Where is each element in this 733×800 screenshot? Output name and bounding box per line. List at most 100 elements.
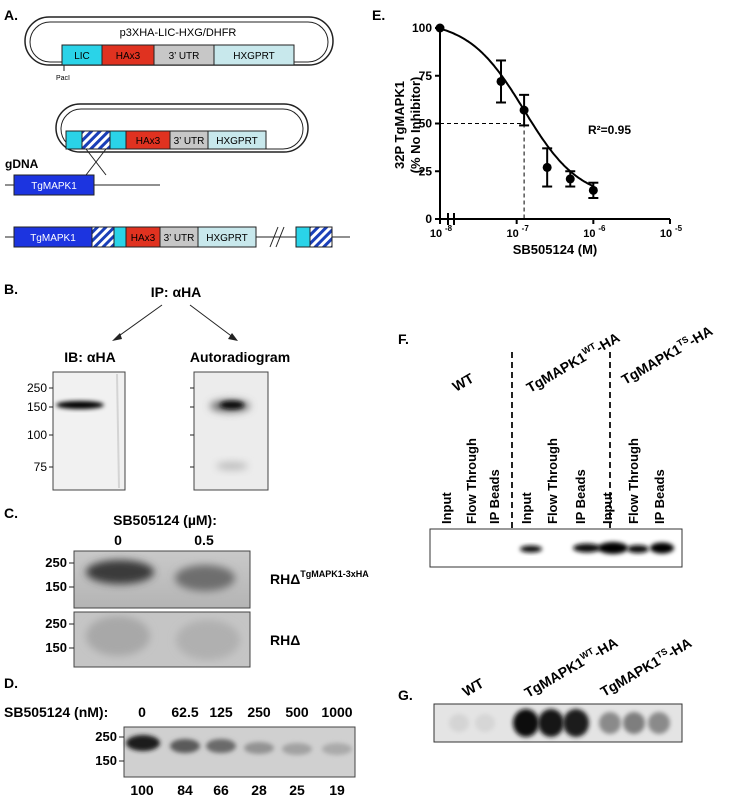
mw-d-250: 250 bbox=[95, 729, 117, 744]
x-tick-exponent: -7 bbox=[522, 224, 530, 233]
gel-g-band bbox=[563, 709, 589, 737]
gel-c-top-band-1 bbox=[86, 560, 154, 584]
conc-d: 0 bbox=[138, 704, 146, 720]
lane-label: Input bbox=[439, 492, 454, 524]
strain-bottom: RHΔ bbox=[270, 632, 300, 648]
blot-f-band bbox=[520, 545, 542, 553]
mw-markers-b: 250 150 100 75 bbox=[27, 381, 194, 474]
locus-homology bbox=[91, 226, 115, 248]
drug-label-d: SB505124 (nM): bbox=[4, 704, 108, 720]
gel-g-band bbox=[475, 714, 495, 732]
lane-label: Flow Through bbox=[464, 438, 479, 524]
lane-label: IP Beads bbox=[573, 469, 588, 524]
lane-label: Flow Through bbox=[626, 438, 641, 524]
mw-marker: 100 bbox=[27, 428, 47, 442]
x-tick-label: 10 bbox=[583, 228, 595, 240]
group-label: TgMAPK1TS-HA bbox=[618, 322, 715, 388]
quant-d: 28 bbox=[251, 782, 267, 798]
panel-label-b: B. bbox=[4, 281, 18, 297]
gel-d-band bbox=[282, 743, 312, 755]
x-tick-exponent: -6 bbox=[598, 224, 606, 233]
gdna-label: gDNA bbox=[5, 157, 39, 171]
conc-d: 250 bbox=[247, 704, 271, 720]
data-point bbox=[435, 23, 445, 33]
panel-label-a: A. bbox=[4, 7, 18, 23]
arrow-left bbox=[115, 304, 163, 339]
ip-label: IP: αHA bbox=[151, 284, 202, 300]
conc-d: 1000 bbox=[321, 704, 352, 720]
autoradiogram-label: Autoradiogram bbox=[190, 349, 290, 365]
quant-d: 84 bbox=[177, 782, 193, 798]
construct-hax3-label: HAx3 bbox=[136, 136, 161, 147]
mw-c-bottom-250: 250 bbox=[45, 616, 67, 631]
panel-d: D. SB505124 (nM): 0 62.5 125 250 500 100… bbox=[4, 675, 356, 798]
conc-d: 500 bbox=[285, 704, 309, 720]
locus-homology-right bbox=[309, 226, 333, 248]
panel-b: B. IP: αHA IB: αHA Autoradiogram 250 150… bbox=[4, 281, 290, 491]
quant-d: 66 bbox=[213, 782, 229, 798]
x-tick-exponent: -8 bbox=[445, 224, 453, 233]
locus-hax3-label: HAx3 bbox=[131, 233, 156, 244]
y-tick-label: 75 bbox=[419, 69, 433, 83]
construct-loop bbox=[55, 103, 309, 153]
panel-e: E. 32P TgMAPK1 (% No Inhibitor) 0 25 50 75 1… bbox=[372, 7, 683, 257]
gel-g-band bbox=[623, 712, 645, 734]
gel-g-band bbox=[648, 712, 670, 734]
gel-d-band bbox=[244, 742, 274, 754]
y-tick-label: 25 bbox=[419, 164, 433, 178]
group-label: WT bbox=[450, 370, 477, 395]
locus-hxgprt-label: HXGPRT bbox=[206, 233, 248, 244]
conc-c: 0 bbox=[114, 532, 122, 548]
y-tick-label: 50 bbox=[419, 117, 433, 131]
gdna-tgmapk1-box bbox=[13, 174, 95, 196]
panel-c: C. SB505124 (µM): 0 0.5 250 150 250 150 … bbox=[4, 505, 369, 668]
panel-label-g: G. bbox=[398, 687, 413, 703]
quant-d: 100 bbox=[130, 782, 154, 798]
lane-label: IP Beads bbox=[652, 469, 667, 524]
mw-c-top-150: 150 bbox=[45, 579, 67, 594]
conc-d-labels: 0 62.5 125 250 500 1000 bbox=[138, 704, 353, 720]
blot-ib bbox=[52, 371, 126, 491]
break-mark-1 bbox=[269, 226, 279, 248]
quant-d-labels: 100 84 66 28 25 19 bbox=[130, 782, 345, 798]
y-tick-label: 100 bbox=[412, 21, 432, 35]
panel-label-f: F. bbox=[398, 331, 409, 347]
construct-lic-right bbox=[109, 130, 127, 150]
panel-label-c: C. bbox=[4, 505, 18, 521]
locus-hxgprt-box bbox=[197, 226, 257, 248]
arrowhead-left bbox=[112, 333, 122, 341]
panel-a: A. p3XHA-LIC-HXG/DHFR LIC HAx3 3’ UTR HX… bbox=[4, 7, 350, 248]
gel-g-band bbox=[599, 712, 621, 734]
x-tick-label: 10 bbox=[430, 228, 442, 240]
construct-utr-label: 3’ UTR bbox=[174, 136, 205, 147]
paci-label: PacI bbox=[56, 75, 70, 82]
mw-c-top-250: 250 bbox=[45, 555, 67, 570]
gel-d-band bbox=[206, 739, 236, 753]
arrow-right bbox=[189, 304, 235, 339]
data-point bbox=[565, 174, 575, 184]
mw-marker: 75 bbox=[34, 460, 48, 474]
lane-label: Flow Through bbox=[545, 438, 560, 524]
mw-c-bottom-150: 150 bbox=[45, 640, 67, 655]
gel-c-bottom-smear-1 bbox=[86, 616, 150, 656]
arrowhead-right bbox=[228, 333, 238, 341]
data-point bbox=[496, 76, 506, 86]
f-lane-labels: Input Flow Through IP Beads Input Flow Throu… bbox=[439, 438, 667, 524]
blot-autorad bbox=[193, 371, 269, 491]
construct-hxgprt-box bbox=[207, 130, 267, 150]
locus-tgmapk1-label: TgMAPK1 bbox=[30, 233, 76, 244]
crossover-line-2 bbox=[85, 148, 107, 176]
chart-annotation: R²=0.95 bbox=[588, 123, 631, 137]
lane-label: IP Beads bbox=[487, 469, 502, 524]
quant-d: 25 bbox=[289, 782, 305, 798]
lane-label: Input bbox=[519, 492, 534, 524]
gel-g-band bbox=[449, 714, 469, 732]
chart-xlabel: SB505124 (M) bbox=[513, 242, 598, 257]
gel-g-band bbox=[538, 709, 564, 737]
